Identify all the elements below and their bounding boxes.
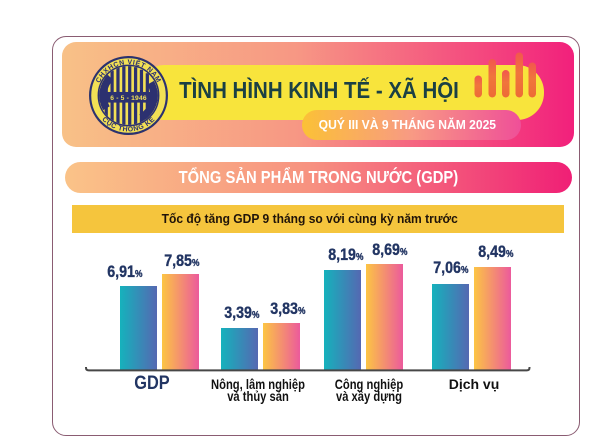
svg-text:6 - 5 - 1946: 6 - 5 - 1946: [110, 95, 147, 102]
